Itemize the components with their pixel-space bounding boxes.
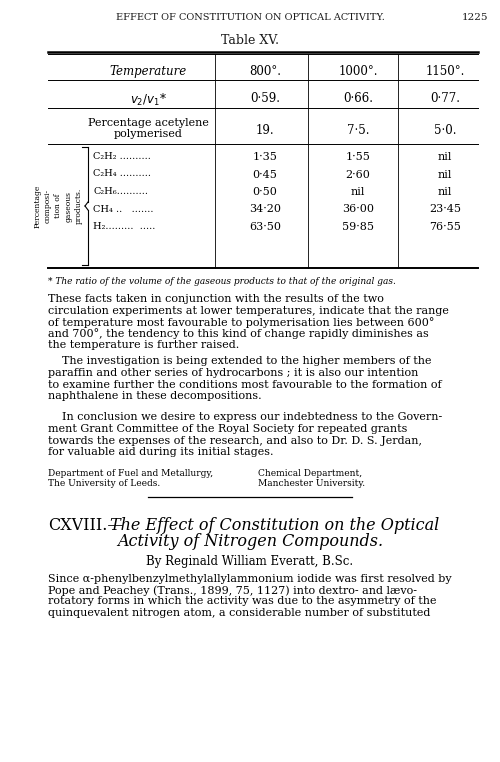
Text: rotatory forms in which the activity was due to the asymmetry of the: rotatory forms in which the activity was… <box>48 597 436 607</box>
Text: 1·55: 1·55 <box>346 152 370 162</box>
Text: ment Grant Committee of the Royal Society for repeated grants: ment Grant Committee of the Royal Societ… <box>48 424 408 434</box>
Text: C₂H₆..........: C₂H₆.......... <box>93 187 148 196</box>
Text: Percentage
composi-
tion of
gaseous
products.: Percentage composi- tion of gaseous prod… <box>33 184 83 228</box>
Text: 1150°.: 1150°. <box>426 65 465 78</box>
Text: 7·5.: 7·5. <box>347 124 369 137</box>
Text: Pope and Peachey (Trans., 1899, 75, 1127) into dextro- and lævo-: Pope and Peachey (Trans., 1899, 75, 1127… <box>48 585 417 596</box>
Text: EFFECT OF CONSTITUTION ON OPTICAL ACTIVITY.: EFFECT OF CONSTITUTION ON OPTICAL ACTIVI… <box>116 13 384 22</box>
Text: $v_2/v_1$*: $v_2/v_1$* <box>130 92 166 108</box>
Text: polymerised: polymerised <box>114 129 182 139</box>
Text: These facts taken in conjunction with the results of the two: These facts taken in conjunction with th… <box>48 294 384 304</box>
Text: nil: nil <box>438 152 452 162</box>
Text: 1000°.: 1000°. <box>338 65 378 78</box>
Text: paraffin and other series of hydrocarbons ; it is also our intention: paraffin and other series of hydrocarbon… <box>48 368 418 378</box>
Text: The Effect of Constitution on the Optical: The Effect of Constitution on the Optica… <box>110 517 440 533</box>
Text: 1·35: 1·35 <box>252 152 278 162</box>
Text: Temperature: Temperature <box>110 65 186 78</box>
Text: 2·60: 2·60 <box>346 169 370 180</box>
Text: circulation experiments at lower temperatures, indicate that the range: circulation experiments at lower tempera… <box>48 306 449 315</box>
Text: 36·00: 36·00 <box>342 204 374 214</box>
Text: 0·66.: 0·66. <box>343 92 373 105</box>
Text: nil: nil <box>438 169 452 180</box>
Text: 34·20: 34·20 <box>249 204 281 214</box>
Text: quinquevalent nitrogen atom, a considerable number of substituted: quinquevalent nitrogen atom, a considera… <box>48 608 430 618</box>
Text: 0·45: 0·45 <box>252 169 278 180</box>
Text: CXVIII.—: CXVIII.— <box>48 517 124 533</box>
Text: the temperature is further raised.: the temperature is further raised. <box>48 340 240 350</box>
Text: Table XV.: Table XV. <box>221 34 279 47</box>
Text: C₂H₄ ..........: C₂H₄ .......... <box>93 169 151 178</box>
Text: 5·0.: 5·0. <box>434 124 456 137</box>
Text: CH₄ ..   .......: CH₄ .. ....... <box>93 204 154 213</box>
Text: Chemical Department,: Chemical Department, <box>258 469 362 478</box>
Text: Department of Fuel and Metallurgy,: Department of Fuel and Metallurgy, <box>48 469 213 478</box>
Text: nil: nil <box>438 187 452 197</box>
Text: H₂.........  .....: H₂......... ..... <box>93 222 156 231</box>
Text: 19.: 19. <box>256 124 274 137</box>
Text: Activity of Nitrogen Compounds.: Activity of Nitrogen Compounds. <box>117 533 383 549</box>
Text: The University of Leeds.: The University of Leeds. <box>48 479 160 488</box>
Text: In conclusion we desire to express our indebtedness to the Govern-: In conclusion we desire to express our i… <box>48 412 442 422</box>
Text: 23·45: 23·45 <box>429 204 461 214</box>
Text: 59·85: 59·85 <box>342 222 374 232</box>
Text: 0·50: 0·50 <box>252 187 278 197</box>
Text: 63·50: 63·50 <box>249 222 281 232</box>
Text: Manchester University.: Manchester University. <box>258 479 365 488</box>
Text: By Reginald William Everatt, B.Sc.: By Reginald William Everatt, B.Sc. <box>146 555 354 568</box>
Text: The investigation is being extended to the higher members of the: The investigation is being extended to t… <box>48 357 432 367</box>
Text: nil: nil <box>351 187 365 197</box>
Text: for valuable aid during its initial stages.: for valuable aid during its initial stag… <box>48 447 274 457</box>
Text: 76·55: 76·55 <box>429 222 461 232</box>
Text: Percentage acetylene: Percentage acetylene <box>88 118 208 128</box>
Text: towards the expenses of the research, and also to Dr. D. S. Jerdan,: towards the expenses of the research, an… <box>48 436 422 446</box>
Text: to examine further the conditions most favourable to the formation of: to examine further the conditions most f… <box>48 379 442 389</box>
Text: 1225: 1225 <box>462 13 488 22</box>
Text: naphthalene in these decompositions.: naphthalene in these decompositions. <box>48 391 262 401</box>
Text: 800°.: 800°. <box>249 65 281 78</box>
Text: Since α-phenylbenzylmethylallylammonium iodide was first resolved by: Since α-phenylbenzylmethylallylammonium … <box>48 574 452 584</box>
Text: * The ratio of the volume of the gaseous products to that of the original gas.: * The ratio of the volume of the gaseous… <box>48 277 396 286</box>
Text: 0·59.: 0·59. <box>250 92 280 105</box>
Text: C₂H₂ ..........: C₂H₂ .......... <box>93 152 151 161</box>
Text: 0·77.: 0·77. <box>430 92 460 105</box>
Text: of temperature most favourable to polymerisation lies between 600°: of temperature most favourable to polyme… <box>48 317 434 328</box>
Text: and 700°, the tendency to this kind of change rapidly diminishes as: and 700°, the tendency to this kind of c… <box>48 328 429 339</box>
